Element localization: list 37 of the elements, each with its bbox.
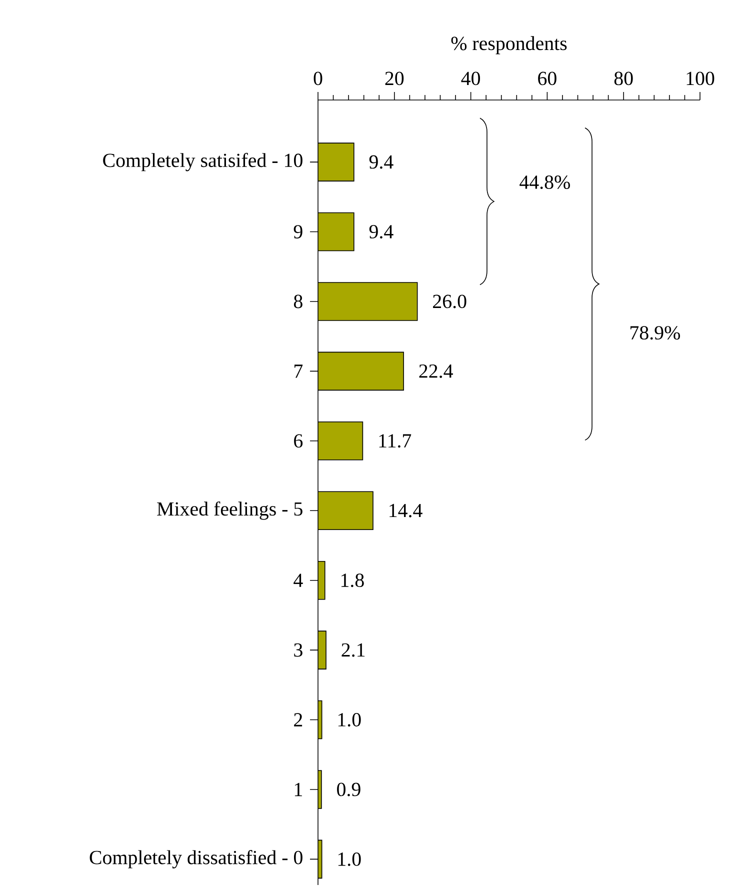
x-tick-label: 60 bbox=[538, 72, 556, 86]
x-tick-label: 20 bbox=[385, 72, 404, 86]
x-tick-label: 100 bbox=[686, 72, 714, 86]
bar bbox=[318, 352, 404, 391]
y-tick-label: 2 bbox=[294, 713, 302, 726]
bar bbox=[318, 491, 374, 530]
data-label: 14.4 bbox=[390, 504, 422, 518]
y-tick-label: 4 bbox=[294, 574, 303, 587]
bar bbox=[318, 142, 354, 182]
y-tick-label: 1 bbox=[294, 782, 302, 796]
y-tick-label: Completely dissatisfied - 0 bbox=[90, 850, 302, 868]
y-tick-label: Mixed feelings - 5 bbox=[157, 501, 302, 520]
x-tick-label: 80 bbox=[614, 72, 633, 86]
data-label: 0.9 bbox=[337, 782, 360, 796]
y-tick-label: 7 bbox=[294, 364, 303, 378]
y-tick-label: 9 bbox=[294, 225, 302, 238]
x-axis-title: % respondents bbox=[451, 36, 567, 54]
data-label: 9.4 bbox=[369, 155, 394, 169]
x-tick-label: 40 bbox=[461, 72, 480, 86]
y-tick-label: 8 bbox=[294, 294, 302, 308]
annotation: 78.9% bbox=[630, 326, 680, 340]
bar bbox=[318, 422, 364, 460]
data-label: 1.8 bbox=[341, 574, 364, 588]
data-label: 9.4 bbox=[369, 225, 394, 238]
bar bbox=[318, 212, 354, 252]
data-label: 22.4 bbox=[419, 364, 453, 378]
data-label: 2.1 bbox=[342, 643, 365, 657]
y-tick-label: 6 bbox=[294, 434, 303, 448]
bar bbox=[318, 282, 418, 321]
data-label: 26.0 bbox=[433, 294, 466, 308]
y-tick-label: 3 bbox=[294, 643, 302, 657]
data-label: 11.7 bbox=[379, 434, 412, 448]
data-label: 1.0 bbox=[338, 713, 361, 727]
x-tick-label: 0 bbox=[314, 72, 322, 86]
data-label: 1.0 bbox=[338, 852, 361, 866]
y-tick-label: Completely satisifed - 10 bbox=[103, 152, 302, 172]
annotation: 44.8% bbox=[520, 175, 570, 190]
